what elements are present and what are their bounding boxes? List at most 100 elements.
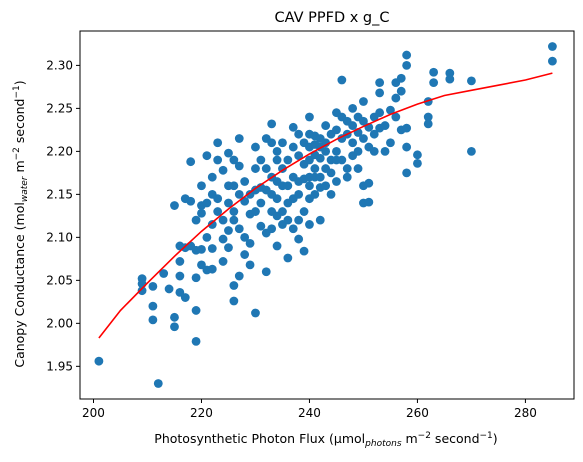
scatter-point bbox=[305, 220, 314, 229]
scatter-point bbox=[305, 112, 314, 122]
scatter-point bbox=[186, 196, 196, 206]
scatter-point bbox=[234, 134, 244, 143]
scatter-point bbox=[229, 296, 239, 306]
scatter-point bbox=[175, 257, 185, 266]
scatter-point bbox=[402, 50, 412, 60]
scatter-point bbox=[342, 164, 352, 173]
scatter-point bbox=[283, 215, 293, 225]
scatter-point bbox=[396, 73, 406, 83]
scatter-point bbox=[375, 78, 385, 87]
scatter-point bbox=[315, 172, 325, 182]
y-axis-label-sup2: −1 bbox=[12, 85, 22, 98]
scatter-point bbox=[218, 215, 228, 225]
chart-title: CAV PPFD x g_C bbox=[274, 10, 389, 26]
scatter-point bbox=[548, 56, 557, 66]
x-tick-label: 200 bbox=[82, 406, 105, 420]
scatter-point bbox=[348, 121, 358, 130]
scatter-point bbox=[137, 286, 147, 296]
scatter-point bbox=[207, 264, 217, 274]
scatter-point bbox=[207, 220, 217, 229]
scatter-point bbox=[391, 93, 401, 103]
scatter-point bbox=[288, 224, 298, 234]
fit-line-layer bbox=[98, 72, 553, 339]
scatter-point bbox=[240, 177, 250, 186]
scatter-point bbox=[423, 112, 433, 122]
scatter-point bbox=[224, 198, 233, 208]
scatter-point bbox=[256, 155, 266, 165]
scatter-point bbox=[283, 253, 293, 263]
y-tick-label: 1.95 bbox=[46, 359, 73, 373]
scatter-point bbox=[278, 207, 287, 216]
scatter-point bbox=[359, 97, 368, 106]
scatter-point bbox=[369, 146, 379, 156]
scatter-point bbox=[380, 146, 390, 156]
y-axis-label-sub: water bbox=[20, 175, 30, 202]
scatter-point bbox=[445, 68, 455, 78]
scatter-point bbox=[278, 164, 287, 173]
scatter-point bbox=[229, 215, 239, 225]
scatter-point bbox=[332, 146, 341, 156]
x-tick-label: 240 bbox=[298, 406, 321, 420]
scatter-point bbox=[467, 76, 476, 86]
scatter-point bbox=[191, 336, 201, 346]
y-axis-label-sup: −2 bbox=[12, 147, 22, 160]
scatter-point bbox=[148, 315, 158, 325]
scatter-point bbox=[548, 42, 557, 51]
x-axis-label: Photosynthetic Photon Flux (µmolphotons … bbox=[154, 431, 497, 449]
scatter-point bbox=[186, 157, 196, 167]
y-axis-label-close: ) bbox=[12, 80, 27, 85]
scatter-point bbox=[229, 281, 239, 290]
scatter-point bbox=[288, 122, 298, 132]
y-axis: 1.95 2.00 2.05 2.10 2.15 2.20 2.25 2.30 bbox=[46, 58, 80, 373]
scatter-point bbox=[229, 181, 239, 191]
scatter-point bbox=[288, 142, 298, 152]
scatter-point bbox=[310, 189, 320, 199]
scatter-point bbox=[348, 138, 358, 148]
scatter-point bbox=[391, 112, 401, 122]
scatter-point bbox=[375, 108, 385, 118]
scatter-point bbox=[326, 168, 336, 178]
scatter-point bbox=[386, 138, 395, 148]
x-tick-label: 280 bbox=[514, 406, 537, 420]
scatter-point bbox=[213, 138, 223, 148]
scatter-point bbox=[170, 201, 179, 210]
scatter-point bbox=[315, 215, 325, 225]
x-axis-label-mid: m bbox=[402, 431, 418, 446]
scatter-point bbox=[148, 301, 158, 311]
scatter-point bbox=[213, 207, 223, 216]
scatter-point bbox=[283, 155, 293, 165]
scatter-point bbox=[364, 197, 374, 207]
scatter-point bbox=[197, 208, 206, 218]
x-axis-label-base: Photosynthetic Photon Flux (µmol bbox=[154, 431, 365, 446]
scatter-point bbox=[251, 142, 260, 152]
scatter-point bbox=[272, 241, 282, 251]
scatter-point bbox=[321, 181, 331, 191]
scatter-point bbox=[353, 164, 363, 173]
scatter-point bbox=[251, 308, 260, 318]
scatter-point bbox=[413, 159, 422, 168]
scatter-point bbox=[429, 78, 439, 87]
scatter-point bbox=[218, 234, 228, 244]
scatter-point bbox=[207, 244, 217, 253]
scatter-point bbox=[148, 281, 158, 291]
scatter-point bbox=[191, 306, 201, 315]
fit-line bbox=[98, 72, 553, 339]
scatter-point bbox=[364, 178, 374, 188]
scatter-point bbox=[224, 148, 233, 158]
scatter-point bbox=[234, 224, 244, 234]
scatter-point bbox=[294, 215, 304, 225]
scatter-point bbox=[283, 181, 293, 191]
scatter-point bbox=[299, 207, 309, 216]
scatter-point bbox=[256, 198, 266, 208]
scatter-point bbox=[197, 244, 206, 254]
scatter-point bbox=[342, 172, 352, 182]
scatter-point bbox=[180, 293, 190, 302]
scatter-point bbox=[234, 271, 244, 281]
scatter-point bbox=[267, 138, 277, 148]
scatter-point bbox=[234, 189, 244, 199]
y-tick-label: 2.05 bbox=[46, 273, 73, 287]
scatter-point bbox=[245, 260, 255, 270]
scatter-point bbox=[375, 88, 385, 98]
scatter-point bbox=[386, 105, 395, 115]
